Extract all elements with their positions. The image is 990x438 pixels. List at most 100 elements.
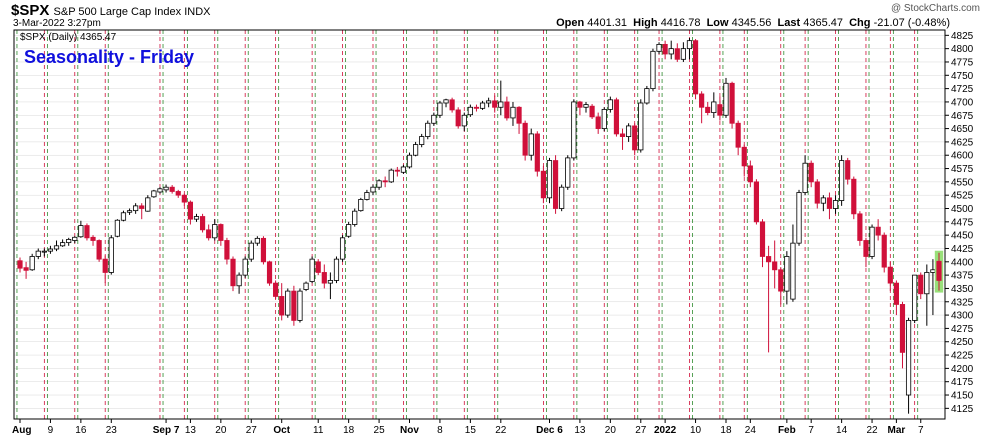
candle: [431, 112, 437, 126]
y-tick-label: 4675: [951, 111, 974, 122]
candle: [224, 237, 230, 265]
candle: [899, 301, 906, 369]
candle-body: [254, 237, 260, 244]
candle: [912, 274, 918, 324]
candle: [266, 260, 273, 286]
y-tick-label: 4625: [951, 137, 974, 148]
candle: [887, 261, 893, 292]
candle: [193, 213, 200, 222]
candle-body: [668, 48, 674, 55]
candle-body: [522, 122, 528, 156]
candle: [66, 237, 72, 246]
candle-body: [650, 50, 656, 90]
candle: [626, 123, 632, 142]
candle-body: [327, 280, 333, 284]
candle-body: [413, 144, 419, 156]
candle-body: [723, 82, 729, 116]
candle: [918, 272, 924, 300]
candle: [181, 193, 187, 206]
candle: [839, 155, 845, 206]
candle-body: [400, 166, 407, 173]
candle-body: [376, 180, 382, 188]
candle-body: [875, 226, 881, 236]
candle-body: [206, 229, 212, 239]
candle-body: [607, 99, 613, 110]
open-value: 4401.31: [587, 17, 628, 29]
candle: [346, 221, 352, 238]
candle-body: [358, 199, 364, 212]
x-tick-label: Dec 6: [536, 425, 563, 436]
candle-body: [339, 237, 346, 260]
candle: [851, 176, 857, 220]
candle: [656, 42, 662, 54]
candle: [218, 223, 224, 246]
candle-body: [382, 180, 388, 183]
candle-body: [461, 114, 467, 127]
candle-body: [449, 99, 455, 111]
candle: [680, 42, 686, 62]
y-tick-label: 4775: [951, 57, 974, 68]
candle: [498, 80, 504, 116]
candle-body: [145, 197, 151, 212]
candle: [461, 112, 467, 132]
candle: [686, 37, 693, 60]
candle: [333, 256, 340, 284]
candle: [60, 239, 66, 247]
candle: [163, 184, 169, 193]
candle-body: [924, 272, 930, 295]
candle-body: [577, 101, 583, 108]
candle: [260, 236, 267, 265]
x-tick-label: Aug: [12, 425, 31, 436]
y-tick-label: 4750: [951, 71, 974, 82]
candle-body: [619, 133, 626, 137]
x-tick-label: Mar: [887, 425, 905, 436]
candle: [321, 264, 327, 289]
x-tick-label: 18: [343, 425, 355, 436]
candle: [285, 288, 291, 318]
candle: [893, 280, 899, 316]
last-value: 4365.47: [803, 17, 843, 29]
candle: [784, 251, 790, 305]
candle-body: [41, 250, 47, 253]
y-tick-label: 4425: [951, 244, 974, 255]
candle: [486, 97, 492, 108]
candle: [242, 256, 248, 278]
candle-body: [832, 200, 839, 209]
candle-body: [303, 282, 309, 290]
candle: [638, 99, 644, 153]
candle-body: [84, 225, 90, 239]
x-tick-label: 24: [745, 425, 757, 436]
candle-body: [126, 210, 133, 213]
candle-body: [364, 192, 370, 200]
x-tick-label: 16: [75, 425, 87, 436]
candle: [199, 213, 206, 233]
candle-body: [674, 48, 680, 60]
timestamp: 3-Mar-2022 3:27pm: [13, 18, 101, 29]
candle: [619, 128, 626, 150]
candle: [504, 96, 510, 121]
candle-body: [406, 154, 413, 168]
candle-body: [218, 224, 224, 241]
candle-body: [72, 236, 78, 241]
candle: [17, 257, 23, 273]
candle-body: [431, 114, 437, 124]
candle: [145, 195, 151, 212]
y-tick-label: 4600: [951, 151, 974, 162]
candle-body: [595, 116, 601, 129]
candle-body: [796, 192, 802, 244]
candle-body: [437, 102, 443, 116]
candle-body: [790, 242, 796, 300]
plot-frame: [13, 29, 946, 420]
candle-body: [242, 258, 248, 276]
candle: [552, 155, 559, 214]
x-tick-label: 20: [605, 425, 617, 436]
candle: [102, 255, 108, 284]
candle: [467, 104, 473, 117]
candle: [187, 200, 194, 225]
candle-body: [47, 248, 54, 252]
high-value: 4416.78: [660, 17, 701, 29]
candle-body: [826, 197, 833, 209]
candle-body: [839, 160, 845, 201]
candle: [881, 232, 887, 273]
candle: [765, 245, 772, 353]
